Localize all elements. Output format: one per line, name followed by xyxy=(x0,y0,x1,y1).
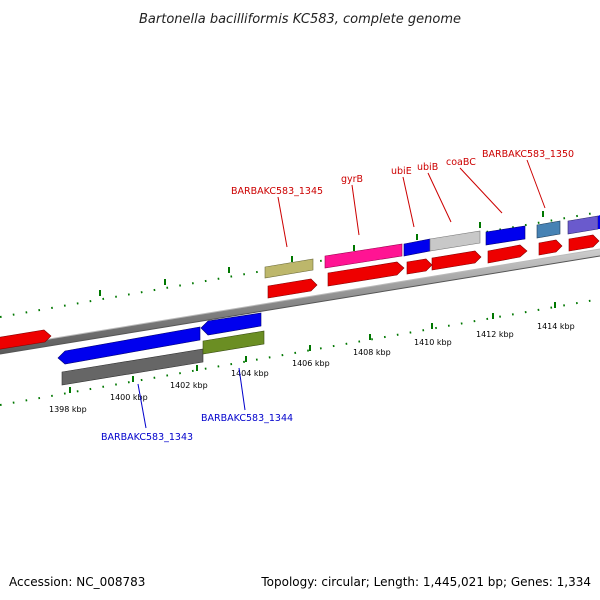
feature-block xyxy=(567,215,599,235)
gene-label: BARBAKC583_1345 xyxy=(231,186,323,197)
feature-cds-arrow xyxy=(431,250,482,271)
reverse-gene-labels: BARBAKC583_1343 BARBAKC583_1344 xyxy=(101,413,293,443)
feature-block xyxy=(264,258,314,279)
reverse-feature-lane xyxy=(57,312,265,386)
feature-reverse-arrow xyxy=(57,326,201,365)
feature-cds-arrow xyxy=(267,278,318,299)
reverse-label-leaders xyxy=(137,367,246,429)
feature-block xyxy=(536,220,561,239)
genome-backbone xyxy=(0,248,600,355)
scale-label: 1412 kbp xyxy=(476,330,514,339)
scale-label: 1404 kbp xyxy=(231,369,269,378)
forward-feature-lane xyxy=(264,215,600,279)
scale-labels: 1398 kbp 1400 kbp 1402 kbp 1404 kbp 1406… xyxy=(49,322,575,414)
feature-cds-arrow xyxy=(538,239,563,256)
gene-label: BARBAKC583_1350 xyxy=(482,149,574,160)
forward-cds-lane xyxy=(0,234,600,350)
scale-label: 1398 kbp xyxy=(49,405,87,414)
gene-label: coaBC xyxy=(446,157,476,168)
genome-info-text: Topology: circular; Length: 1,445,021 bp… xyxy=(260,575,591,589)
feature-cds-arrow xyxy=(487,244,528,264)
scale-label: 1414 kbp xyxy=(537,322,575,331)
gene-label: ubiB xyxy=(417,162,438,173)
feature-block xyxy=(429,230,481,252)
feature-cds-arrow xyxy=(406,258,433,275)
feature-block xyxy=(485,225,526,246)
gene-label: BARBAKC583_1344 xyxy=(201,413,293,424)
scale-label: 1406 kbp xyxy=(292,359,330,368)
inner-scale-ring xyxy=(0,298,600,406)
feature-cds-arrow xyxy=(327,261,405,287)
forward-label-leaders xyxy=(277,159,546,248)
feature-block xyxy=(202,330,265,355)
scale-label: 1402 kbp xyxy=(170,381,208,390)
feature-cds-arrow xyxy=(0,329,52,350)
forward-gene-labels: BARBAKC583_1345 gyrB ubiE ubiB coaBC BAR… xyxy=(231,149,574,197)
scale-label: 1408 kbp xyxy=(353,348,391,357)
gene-label: ubiE xyxy=(391,166,412,177)
gene-label: BARBAKC583_1343 xyxy=(101,432,193,443)
feature-cds-arrow xyxy=(568,234,600,252)
scale-label: 1400 kbp xyxy=(110,393,148,402)
feature-block xyxy=(324,243,403,269)
scale-label: 1410 kbp xyxy=(414,338,452,347)
map-title: Bartonella bacilliformis KC583, complete… xyxy=(139,12,461,27)
outer-scale-ring xyxy=(0,211,600,318)
inner-major-ticks xyxy=(69,302,556,393)
gene-label: gyrB xyxy=(341,174,363,185)
outer-major-ticks xyxy=(99,211,544,296)
feature-block xyxy=(403,238,431,257)
feature-reverse-arrow xyxy=(200,312,262,336)
feature-block xyxy=(61,348,204,386)
accession-text: Accession: NC_008783 xyxy=(9,575,145,589)
